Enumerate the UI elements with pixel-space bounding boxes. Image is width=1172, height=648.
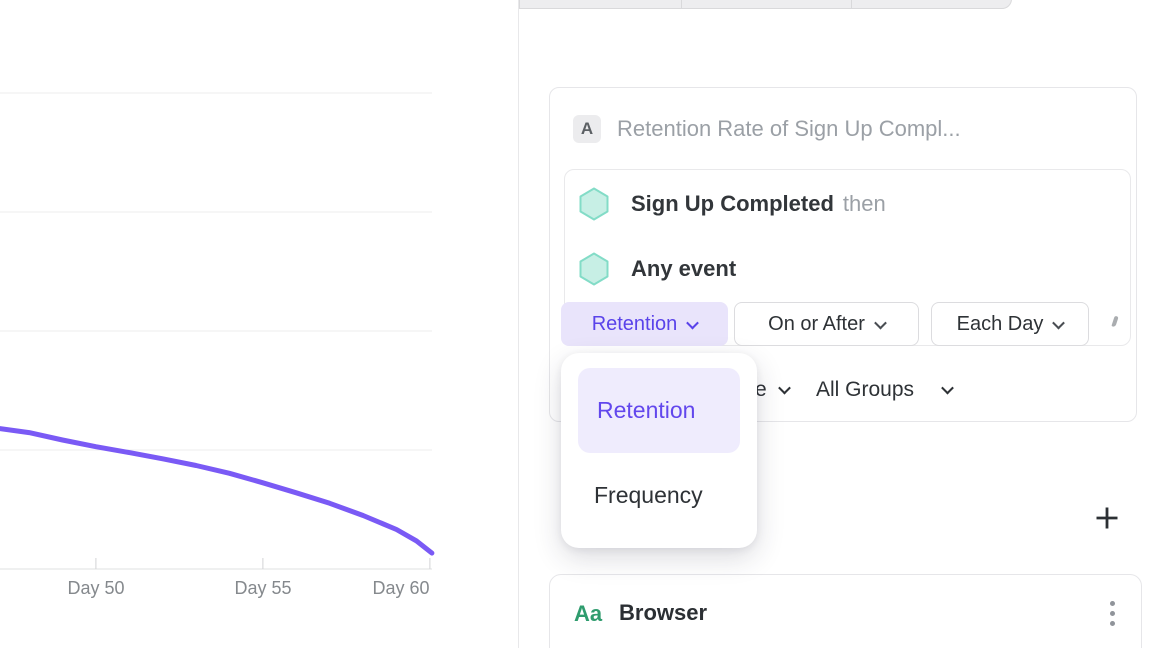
retention-chart-canvas (0, 92, 435, 570)
tab-segment-2[interactable] (682, 0, 852, 9)
measure-dropdown-button[interactable]: Retention (561, 302, 728, 346)
measurement-controls-row: Retention On or After Each Day (550, 302, 1138, 346)
events-card: Sign Up Completed then Any event (564, 169, 1131, 346)
string-property-type-icon: Aa (574, 601, 603, 626)
retention-line-series (0, 426, 435, 556)
query-title-input[interactable]: Retention Rate of Sign Up Compl... (617, 116, 961, 141)
event-row-first[interactable]: Sign Up Completed then (565, 186, 1130, 222)
interval-label: Each Day (956, 312, 1044, 335)
chevron-down-icon (778, 381, 791, 395)
event-name: Any event (631, 256, 737, 281)
interval-dropdown-button[interactable]: Each Day (931, 302, 1089, 346)
retention-chart: Day 50 Day 55 Day 60 (0, 0, 518, 648)
chevron-down-icon (873, 316, 887, 329)
add-button[interactable] (1085, 496, 1129, 540)
event-row-second[interactable]: Any event (565, 251, 1130, 287)
breakdown-property-name: Browser (619, 600, 708, 625)
breakdown-options-kebab-menu[interactable] (1099, 591, 1125, 635)
event-hexagon-icon (579, 252, 609, 286)
measure-dropdown-menu: Retention Frequency (561, 353, 757, 548)
on-or-after-label: On or After (768, 312, 865, 335)
tab-segment-1[interactable] (519, 0, 682, 9)
query-letter-badge: A (573, 115, 601, 143)
clipped-dropdown-label[interactable]: e (755, 378, 767, 401)
measure-dropdown-label: Retention (591, 312, 678, 335)
x-axis-ticks (95, 558, 431, 569)
kebab-dot (1109, 610, 1115, 616)
chevron-down-icon (686, 316, 700, 329)
kebab-dot (1109, 600, 1115, 606)
chart-gridlines (0, 92, 432, 451)
secondary-controls-row: e All Groups (550, 376, 1138, 406)
all-groups-dropdown[interactable]: All Groups (816, 378, 915, 401)
breakdown-card-browser[interactable]: Aa Browser (549, 574, 1142, 648)
tab-segment-3[interactable] (852, 0, 1012, 9)
event-hexagon-icon (579, 187, 609, 221)
chevron-down-icon (941, 381, 954, 395)
menu-item-frequency[interactable]: Frequency (594, 481, 703, 508)
chevron-down-icon (1052, 316, 1066, 329)
event-name: Sign Up Completed (631, 191, 834, 216)
chart-type-tabbar (519, 0, 1012, 9)
x-tick-label-day50: Day 50 (67, 578, 125, 598)
x-tick-label-day60: Day 60 (372, 578, 430, 598)
on-or-after-dropdown-button[interactable]: On or After (734, 302, 919, 346)
x-tick-label-day55: Day 55 (234, 578, 292, 598)
menu-item-retention[interactable]: Retention (578, 368, 740, 453)
panel-divider (518, 0, 519, 648)
kebab-dot (1109, 620, 1115, 626)
plus-icon (1096, 507, 1118, 529)
event-connector: then (842, 191, 886, 216)
